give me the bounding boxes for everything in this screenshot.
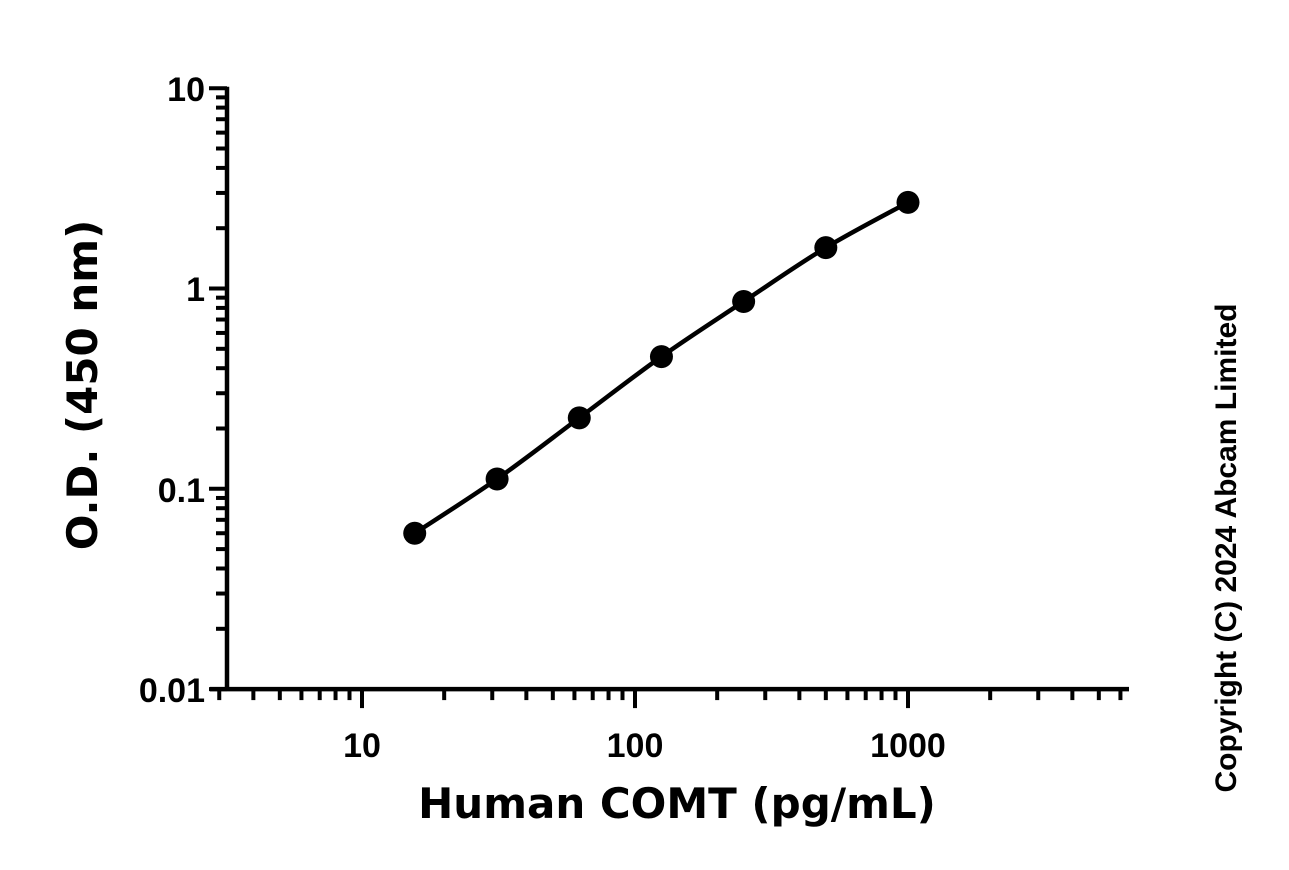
y-tick-label-0.01: 0.01 (139, 672, 205, 710)
data-point-marker (814, 236, 838, 260)
x-tick-label-100: 100 (607, 727, 664, 765)
data-point-marker (732, 290, 756, 314)
data-point-marker (485, 467, 509, 491)
y-tick-label-10: 10 (167, 71, 205, 109)
y-tick-label-1: 1 (186, 271, 205, 309)
data-point-marker (649, 345, 673, 369)
copyright-notice: Copyright (C) 2024 Abcam Limited (1210, 304, 1243, 793)
data-point-marker (567, 406, 591, 430)
x-tick-labels: 10 100 1000 (343, 727, 946, 765)
y-tick-labels: 10 1 0.1 0.01 (139, 71, 205, 710)
x-axis (210, 686, 1129, 709)
y-axis-title: O.D. (450 nm) (58, 220, 107, 551)
data-point-marker (403, 521, 427, 545)
x-axis-title: Human COMT (pg/mL) (418, 779, 936, 828)
y-axis (209, 86, 230, 692)
data-point-marker (896, 190, 920, 214)
x-tick-label-1000: 1000 (870, 727, 946, 765)
y-tick-label-0.1: 0.1 (158, 472, 205, 510)
data-series (403, 190, 920, 545)
x-tick-label-10: 10 (343, 727, 381, 765)
